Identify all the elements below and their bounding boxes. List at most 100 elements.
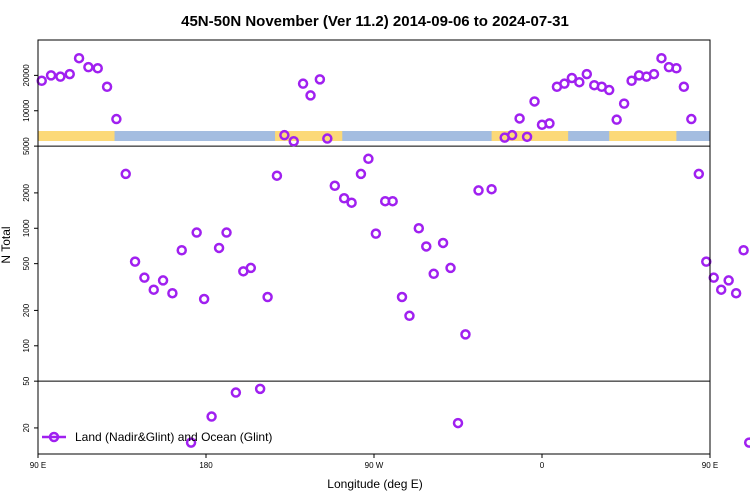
data-point xyxy=(198,293,210,305)
data-point xyxy=(230,387,242,398)
data-point xyxy=(460,329,471,340)
data-point xyxy=(566,72,578,84)
land-ocean-band xyxy=(38,131,710,141)
data-point xyxy=(185,437,197,448)
data-point xyxy=(559,78,570,89)
x-tick-label: 180 xyxy=(199,461,213,470)
legend-marker xyxy=(48,431,60,443)
data-point xyxy=(445,262,456,274)
data-point xyxy=(92,62,103,74)
y-tick-label: 5000 xyxy=(22,137,31,155)
y-tick-label: 20 xyxy=(22,423,31,432)
data-point xyxy=(521,131,533,143)
data-point xyxy=(167,287,178,299)
data-point xyxy=(288,136,299,147)
data-point xyxy=(708,272,719,283)
data-point xyxy=(581,68,593,80)
data-point xyxy=(370,228,382,239)
data-point xyxy=(176,245,187,256)
data-point xyxy=(83,61,94,73)
legend-label: Land (Nadir&Glint) and Ocean (Glint) xyxy=(75,430,272,444)
data-point xyxy=(473,185,484,196)
ocean-band xyxy=(38,131,710,141)
data-point xyxy=(529,96,540,107)
data-point xyxy=(73,52,85,64)
data-point xyxy=(305,90,316,101)
data-point xyxy=(404,310,415,322)
data-point xyxy=(157,275,169,286)
data-point xyxy=(574,76,585,88)
data-point xyxy=(611,114,622,125)
data-point xyxy=(693,168,705,180)
data-point xyxy=(101,81,113,93)
y-tick-label: 20000 xyxy=(22,64,31,87)
data-point xyxy=(506,129,518,141)
data-point xyxy=(730,287,742,299)
data-point xyxy=(139,272,150,283)
legend: Land (Nadir&Glint) and Ocean (Glint) xyxy=(42,430,272,444)
data-point xyxy=(45,70,57,81)
land-segment xyxy=(38,131,115,141)
data-point xyxy=(120,168,131,180)
data-point xyxy=(486,183,497,195)
data-point xyxy=(678,81,690,93)
data-point xyxy=(618,98,630,109)
land-segment xyxy=(609,131,677,141)
data-point xyxy=(387,195,398,207)
data-point xyxy=(191,227,202,238)
data-point xyxy=(723,275,734,286)
data-point xyxy=(111,113,122,125)
y-tick-label: 200 xyxy=(22,303,31,317)
y-axis-ticks: 20 50 100 200 500 1000 2000 5000 10000 20000 xyxy=(22,64,38,432)
data-point xyxy=(428,268,439,280)
x-tick-label: 90 E xyxy=(30,461,46,470)
chart-title: 45N-50N November (Ver 11.2) 2014-09-06 t… xyxy=(181,13,569,30)
data-point xyxy=(329,180,341,192)
y-tick-label: 10000 xyxy=(22,99,31,122)
data-point xyxy=(262,291,273,303)
data-point xyxy=(603,84,615,96)
data-point xyxy=(671,62,682,74)
data-point xyxy=(355,168,367,180)
data-point xyxy=(738,245,749,256)
data-point xyxy=(421,241,432,252)
data-point xyxy=(743,437,750,448)
x-tick-label: 90 E xyxy=(702,461,718,470)
plot-frame xyxy=(37,39,711,455)
y-tick-label: 50 xyxy=(22,376,31,385)
data-point xyxy=(322,133,333,144)
data-point xyxy=(686,113,697,125)
x-axis-ticks: 90 E 180 90 W 0 90 E xyxy=(30,454,718,470)
data-point xyxy=(64,68,75,80)
y-tick-label: 1000 xyxy=(22,219,31,237)
data-point xyxy=(715,284,727,295)
data-point xyxy=(626,75,637,87)
data-point xyxy=(544,118,555,129)
x-tick-label: 90 W xyxy=(365,461,384,470)
data-point xyxy=(656,52,667,64)
data-point xyxy=(271,170,283,181)
data-point xyxy=(338,193,350,204)
x-tick-label: 0 xyxy=(540,461,545,470)
data-point xyxy=(396,291,408,303)
data-point xyxy=(346,197,357,208)
data-point xyxy=(514,113,525,124)
data-point xyxy=(297,78,309,89)
data-point xyxy=(254,383,266,395)
y-tick-label: 500 xyxy=(22,256,31,270)
data-point xyxy=(221,227,232,238)
x-axis-label: Longitude (deg E) xyxy=(327,477,422,491)
y-tick-label: 2000 xyxy=(22,183,31,201)
data-point xyxy=(314,74,326,85)
data-point xyxy=(701,256,712,267)
land-segment xyxy=(275,131,343,141)
data-point xyxy=(452,417,464,429)
data-point xyxy=(279,129,290,141)
data-point xyxy=(36,75,47,87)
data-point xyxy=(363,153,374,165)
data-point xyxy=(213,242,225,254)
data-point xyxy=(55,71,66,82)
y-axis-label: N Total xyxy=(0,226,13,263)
data-point xyxy=(148,284,159,295)
